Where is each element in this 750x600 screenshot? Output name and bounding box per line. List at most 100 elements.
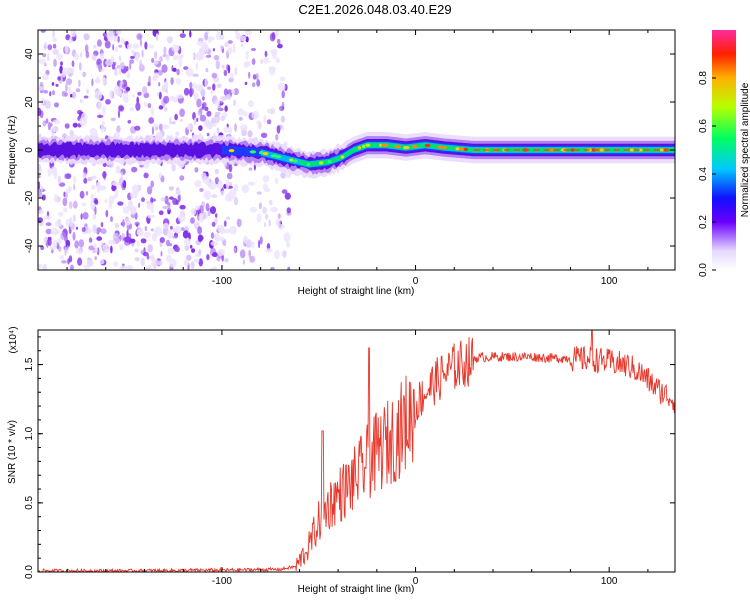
ridge-core xyxy=(299,143,675,167)
noise-blob xyxy=(248,167,253,171)
noise-blob xyxy=(196,98,202,108)
colorbar: 0.0 0.2 0.4 0.6 0.8 Normalized spectral ampl… xyxy=(698,30,750,277)
noise-blob xyxy=(78,62,82,71)
y-tick-label: 0.0 xyxy=(24,565,35,579)
noise-haze xyxy=(178,57,183,68)
noise-blob xyxy=(205,54,211,58)
noise-haze xyxy=(158,260,163,266)
noise-haze xyxy=(277,224,285,230)
noise-blob xyxy=(65,239,71,248)
noise-haze xyxy=(166,229,173,239)
noise-blob xyxy=(169,196,174,200)
noise-haze xyxy=(38,263,43,270)
ridge-hotspot xyxy=(289,158,294,162)
noise-blob xyxy=(148,117,155,124)
noise-haze xyxy=(216,31,222,41)
noise-haze xyxy=(214,99,221,106)
noise-blob xyxy=(80,213,83,220)
noise-blob xyxy=(198,258,203,267)
noise-blob xyxy=(247,130,253,138)
noise-blob xyxy=(233,99,236,106)
x-tick-label: 0 xyxy=(413,276,419,287)
noise-blob xyxy=(238,116,243,121)
noise-blob xyxy=(80,99,83,103)
noise-blob xyxy=(96,39,102,47)
noise-blob xyxy=(100,228,107,235)
noise-blob xyxy=(79,190,85,199)
noise-blob xyxy=(72,231,76,241)
noise-haze xyxy=(100,123,104,134)
noise-haze xyxy=(108,195,115,204)
noise-blob xyxy=(45,118,49,124)
noise-haze xyxy=(130,191,138,199)
ridge-hotspot xyxy=(463,147,468,151)
noise-haze xyxy=(52,37,57,43)
noise-blob xyxy=(150,228,154,232)
noise-blob xyxy=(159,237,165,243)
noise-blob xyxy=(38,217,43,223)
noise-blob xyxy=(129,55,135,59)
noise-blob xyxy=(142,251,149,257)
noise-blob xyxy=(189,81,193,89)
noise-haze xyxy=(263,57,270,64)
noise-blob xyxy=(146,186,153,195)
noise-blob xyxy=(184,245,190,251)
noise-blob xyxy=(205,68,209,73)
noise-blob xyxy=(61,90,66,97)
noise-haze xyxy=(249,207,257,213)
ridge-hotspot xyxy=(327,160,332,164)
noise-blob xyxy=(45,69,50,76)
noise-haze xyxy=(229,72,234,79)
noise-blob xyxy=(204,106,209,112)
noise-blob xyxy=(104,126,107,133)
noise-haze xyxy=(178,214,186,223)
noise-haze xyxy=(70,222,76,232)
noise-blob xyxy=(275,134,279,141)
noise-haze xyxy=(242,235,249,244)
noise-blob xyxy=(265,213,269,220)
noise-haze xyxy=(171,44,180,52)
ridge-hotspot xyxy=(629,148,635,152)
noise-blob xyxy=(248,71,251,79)
noise-blob xyxy=(72,91,77,99)
noise-haze xyxy=(268,66,277,71)
noise-blob xyxy=(42,53,47,58)
noise-haze xyxy=(204,77,208,88)
noise-haze xyxy=(126,71,130,79)
noise-blob xyxy=(117,110,121,119)
noise-haze xyxy=(109,90,113,100)
noise-haze xyxy=(172,54,179,61)
noise-blob xyxy=(137,91,142,96)
noise-haze xyxy=(247,181,256,186)
noise-haze xyxy=(64,45,69,54)
noise-haze xyxy=(169,95,175,101)
snr-scale-label: (x10⁴) xyxy=(8,326,19,353)
noise-blob xyxy=(270,267,275,270)
noise-haze xyxy=(233,184,239,192)
snr-marks xyxy=(38,330,675,572)
noise-blob xyxy=(212,48,216,52)
noise-blob xyxy=(198,125,203,131)
noise-blob xyxy=(256,191,262,195)
noise-haze xyxy=(43,215,52,220)
noise-haze xyxy=(151,258,160,268)
noise-blob xyxy=(118,55,122,62)
noise-haze xyxy=(186,123,194,131)
noise-blob xyxy=(88,245,95,251)
noise-blob xyxy=(223,69,228,77)
noise-blob xyxy=(224,220,227,227)
noise-haze xyxy=(90,200,95,210)
noise-blob xyxy=(171,121,176,125)
noise-blob xyxy=(158,105,164,110)
noise-blob xyxy=(215,60,220,70)
noise-blob xyxy=(160,250,163,257)
ridge-hotspot xyxy=(442,146,447,150)
noise-blob xyxy=(252,74,257,80)
noise-haze xyxy=(183,259,189,267)
noise-haze xyxy=(86,259,94,267)
noise-blob xyxy=(114,222,120,229)
noise-haze xyxy=(166,254,172,263)
ridge-hotspot xyxy=(394,145,401,149)
ridge-hotspot xyxy=(340,155,345,159)
